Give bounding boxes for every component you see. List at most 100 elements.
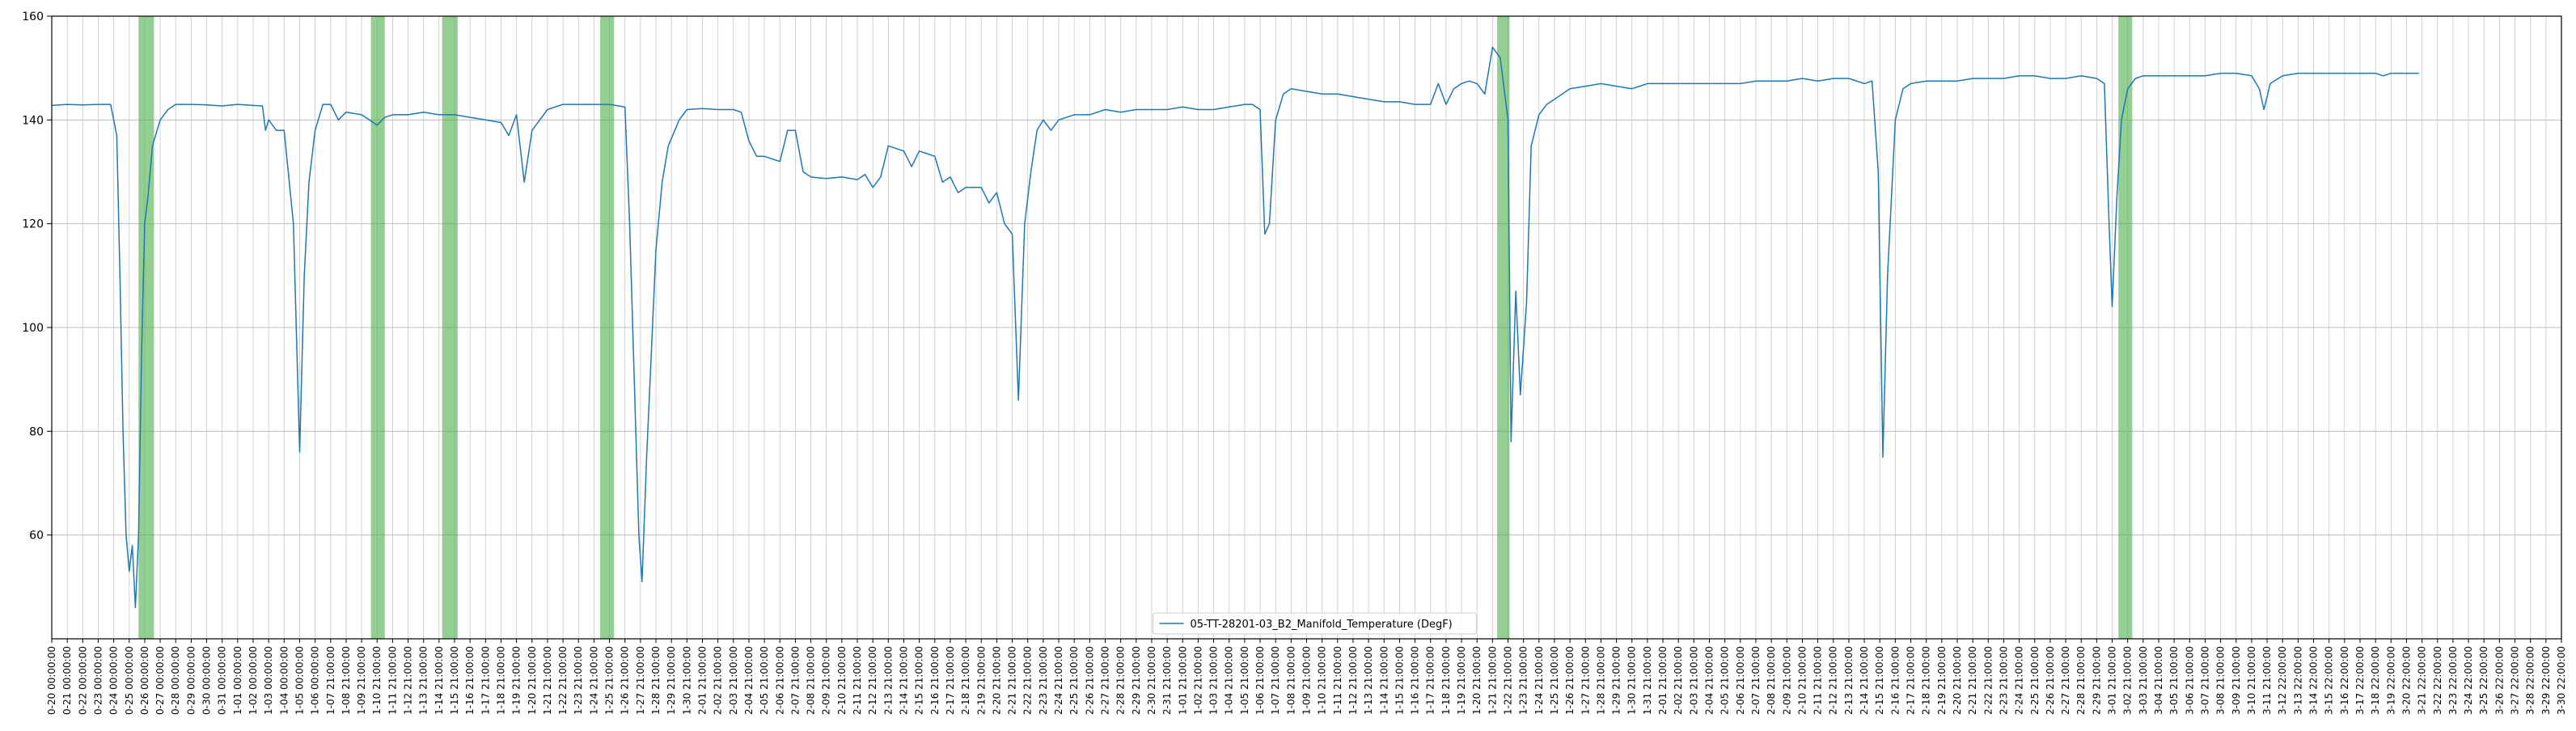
x-tick-label: 2-31 21:00:00 xyxy=(1161,646,1173,715)
x-tick-label: 2-15 21:00:00 xyxy=(1874,646,1885,715)
x-tick-label: 2-20 21:00:00 xyxy=(1952,646,1963,715)
x-tick-label: 2-23 21:00:00 xyxy=(1038,646,1049,715)
x-tick-label: 3-30 22:00:00 xyxy=(2556,646,2567,715)
x-tick-label: 2-14 21:00:00 xyxy=(899,646,910,715)
x-tick-label: 1-17 21:00:00 xyxy=(1425,646,1436,715)
x-tick-label: 0-21 00:00:00 xyxy=(61,646,73,715)
x-tick-label: 2-27 21:00:00 xyxy=(1100,646,1111,715)
x-tick-label: 2-25 21:00:00 xyxy=(2029,646,2041,715)
x-tick-label: 2-16 21:00:00 xyxy=(929,646,941,715)
x-tick-label: 1-18 21:00:00 xyxy=(496,646,507,715)
x-tick-label: 0-26 00:00:00 xyxy=(139,646,150,715)
x-tick-label: 1-19 21:00:00 xyxy=(511,646,522,715)
x-tick-label: 1-21 21:00:00 xyxy=(542,646,553,715)
y-tick-label: 120 xyxy=(22,218,44,231)
legend-label: 05-TT-28201-03_B2_Manifold_Temperature (… xyxy=(1191,619,1453,631)
x-tick-label: 1-06 21:00:00 xyxy=(1254,646,1266,715)
x-tick-label: 2-18 21:00:00 xyxy=(1921,646,1932,715)
x-tick-label: 1-12 21:00:00 xyxy=(1347,646,1359,715)
x-tick-label: 2-26 21:00:00 xyxy=(1084,646,1095,715)
x-tick-label: 1-26 21:00:00 xyxy=(1564,646,1576,715)
x-tick-label: 1-02 21:00:00 xyxy=(1192,646,1203,715)
x-tick-label: 1-07 21:00:00 xyxy=(1270,646,1281,715)
series-line xyxy=(51,46,2419,609)
x-tick-label: 3-05 21:00:00 xyxy=(2168,646,2180,715)
x-tick-label: 2-28 21:00:00 xyxy=(1115,646,1127,715)
x-tick-label: 1-13 21:00:00 xyxy=(418,646,429,715)
x-tick-label: 1-16 21:00:00 xyxy=(1410,646,1421,715)
x-tick-label: 2-15 21:00:00 xyxy=(914,646,925,715)
x-tick-label: 1-20 21:00:00 xyxy=(527,646,538,715)
x-tick-label: 3-06 21:00:00 xyxy=(2184,646,2195,715)
x-tick-label: 2-16 21:00:00 xyxy=(1889,646,1901,715)
highlight-band xyxy=(138,16,154,639)
x-tick-label: 0-23 00:00:00 xyxy=(93,646,104,715)
x-tick-label: 3-18 22:00:00 xyxy=(2370,646,2381,715)
x-tick-label: 3-10 21:00:00 xyxy=(2246,646,2257,715)
x-tick-label: 2-24 21:00:00 xyxy=(1053,646,1064,715)
x-tick-label: 2-10 21:00:00 xyxy=(836,646,848,715)
y-tick-label: 60 xyxy=(29,530,44,543)
x-tick-label: 1-25 21:00:00 xyxy=(1549,646,1560,715)
x-tick-label: 1-09 21:00:00 xyxy=(1301,646,1313,715)
x-tick-label: 2-14 21:00:00 xyxy=(1859,646,1870,715)
x-tick-label: 3-29 22:00:00 xyxy=(2540,646,2552,715)
x-tick-label: 1-09 21:00:00 xyxy=(356,646,367,715)
x-tick-label: 2-21 21:00:00 xyxy=(1967,646,1978,715)
x-tick-label: 3-11 21:00:00 xyxy=(2261,646,2273,715)
x-tick-label: 2-06 21:00:00 xyxy=(774,646,785,715)
x-tick-label: 0-22 00:00:00 xyxy=(77,646,88,715)
x-tick-label: 1-23 21:00:00 xyxy=(1518,646,1529,715)
x-tick-label: 3-16 22:00:00 xyxy=(2339,646,2350,715)
x-tick-label: 2-26 21:00:00 xyxy=(2045,646,2056,715)
x-tick-label: 0-20 00:00:00 xyxy=(46,646,57,715)
x-tick-label: 2-19 21:00:00 xyxy=(975,646,987,715)
plot-area: 60 80 100 120 140 160 0-20 00:00:00 0-21 00:00:… xyxy=(22,11,2567,715)
x-tick-label: 2-13 21:00:00 xyxy=(1843,646,1855,715)
x-tick-label: 0-29 00:00:00 xyxy=(185,646,197,715)
x-tick-label: 1-13 21:00:00 xyxy=(1363,646,1374,715)
x-tick-label: 3-22 22:00:00 xyxy=(2432,646,2443,715)
x-tick-label: 0-31 00:00:00 xyxy=(217,646,228,715)
x-tick-label: 1-02 00:00:00 xyxy=(247,646,259,715)
x-tick-label: 2-11 21:00:00 xyxy=(852,646,863,715)
x-tick-label: 1-10 21:00:00 xyxy=(371,646,383,715)
x-tick-label: 2-04 21:00:00 xyxy=(743,646,755,715)
x-tick-label: 1-26 21:00:00 xyxy=(620,646,631,715)
x-tick-label: 1-20 21:00:00 xyxy=(1471,646,1483,715)
x-tick-label: 2-20 21:00:00 xyxy=(991,646,1002,715)
x-tick-label: 1-21 21:00:00 xyxy=(1487,646,1498,715)
x-tick-label: 2-30 21:00:00 xyxy=(1146,646,1157,715)
x-tick-label: 1-14 21:00:00 xyxy=(434,646,445,715)
x-tick-label: 3-07 21:00:00 xyxy=(2200,646,2211,715)
x-tick-label: 1-24 21:00:00 xyxy=(1533,646,1545,715)
x-tick-label: 3-13 22:00:00 xyxy=(2292,646,2303,715)
x-tick-label: 0-25 00:00:00 xyxy=(124,646,135,715)
x-tick-label: 2-17 21:00:00 xyxy=(945,646,956,715)
x-tick-label: 3-08 21:00:00 xyxy=(2215,646,2227,715)
x-tick-label: 1-24 21:00:00 xyxy=(588,646,599,715)
x-tick-label: 2-28 21:00:00 xyxy=(2075,646,2087,715)
x-tick-label: 3-12 22:00:00 xyxy=(2277,646,2288,715)
x-tick-label: 1-01 21:00:00 xyxy=(1177,646,1188,715)
x-tick-label: 3-14 22:00:00 xyxy=(2308,646,2320,715)
x-tick-label: 1-25 21:00:00 xyxy=(604,646,615,715)
x-tick-label: 2-05 21:00:00 xyxy=(1719,646,1731,715)
x-tick-label: 3-25 22:00:00 xyxy=(2478,646,2489,715)
highlight-band xyxy=(600,16,615,639)
x-tick-label: 3-15 22:00:00 xyxy=(2324,646,2335,715)
x-tick-label: 2-09 21:00:00 xyxy=(821,646,832,715)
x-tick-label: 2-21 21:00:00 xyxy=(1007,646,1018,715)
x-tick-label: 1-05 21:00:00 xyxy=(1239,646,1250,715)
x-tick-label: 1-03 21:00:00 xyxy=(1208,646,1220,715)
x-tick-label: 1-30 21:00:00 xyxy=(1626,646,1638,715)
x-tick-label: 2-08 21:00:00 xyxy=(806,646,817,715)
x-tick-label: 2-02 21:00:00 xyxy=(1673,646,1684,715)
x-tick-label: 3-20 22:00:00 xyxy=(2401,646,2413,715)
highlight-band xyxy=(370,16,385,639)
highlight-band xyxy=(1497,16,1510,639)
x-tick-label: 1-11 21:00:00 xyxy=(1332,646,1343,715)
x-tick-label: 3-26 22:00:00 xyxy=(2494,646,2505,715)
x-tick-label: 2-07 21:00:00 xyxy=(1750,646,1762,715)
